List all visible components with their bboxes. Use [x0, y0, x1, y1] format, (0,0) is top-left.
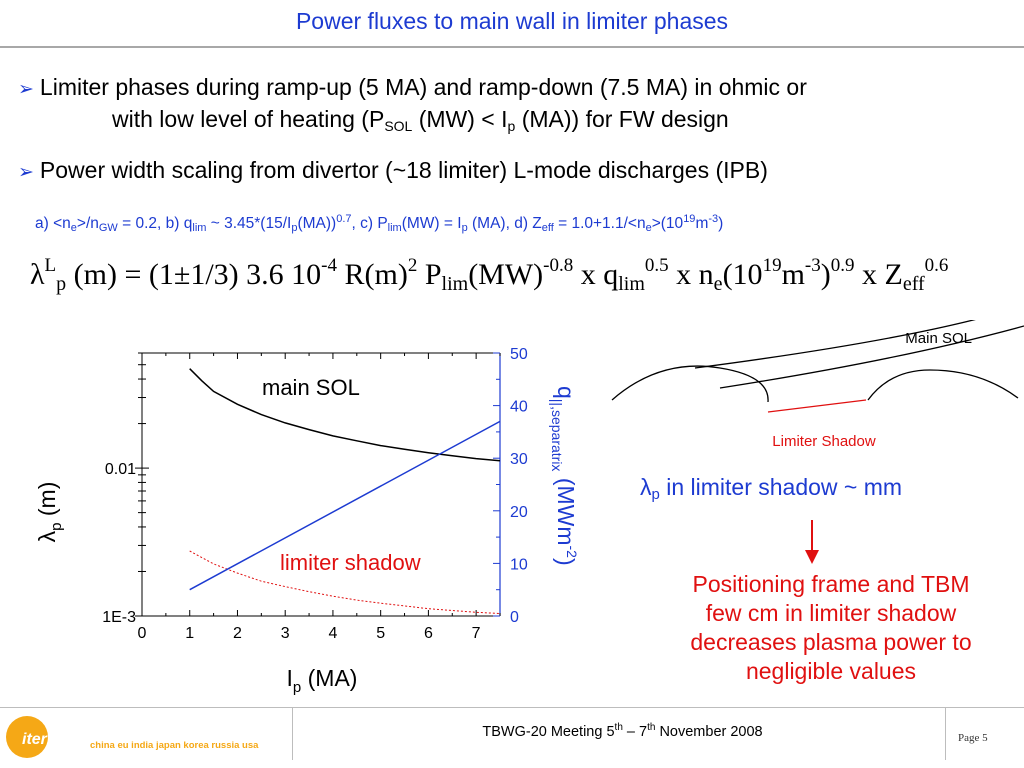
sol-line-upper [694, 320, 976, 369]
parameter-definitions: a) <ne>/nGW = 0.2, b) qlim ~ 3.45*(15/Ip… [35, 213, 724, 234]
title-divider [0, 46, 1024, 48]
series-line-2 [189, 420, 501, 591]
limiter-diagram: Main SOL Limiter Shadow [611, 320, 1024, 450]
bullet-1: ➢ Limiter phases during ramp-up (5 MA) an… [18, 72, 807, 105]
footer-separator [945, 708, 946, 760]
x-tick-label: 2 [233, 625, 242, 642]
logo-name: iter [22, 731, 47, 748]
y-left-tick-label: 0.01 [105, 461, 136, 478]
footer-divider [0, 707, 1024, 708]
y-right-axis-label: q||,separatrix (MWm-2) [549, 386, 580, 566]
iter-logo-icon [6, 716, 48, 758]
sol-line-lower [719, 325, 1024, 389]
main-sol-label: Main SOL [905, 330, 972, 347]
annotation-limiter-shadow: limiter shadow [280, 550, 421, 575]
page-number: Page 5 [958, 732, 988, 744]
logo-partners: china eu india japan korea russia usa [90, 740, 259, 751]
x-axis-label: Ip (MA) [287, 665, 358, 696]
limiter-left [611, 365, 769, 403]
lambda-note: λp in limiter shadow ~ mm [640, 474, 903, 503]
annotation-main-sol: main SOL [262, 375, 360, 400]
y-right-tick-label: 30 [510, 451, 528, 468]
footer-separator [292, 708, 293, 760]
slide-title: Power fluxes to main wall in limiter pha… [295, 8, 729, 34]
series-line-1 [189, 550, 501, 614]
down-arrow-icon [805, 520, 819, 564]
limiter-shadow-line [767, 399, 867, 413]
x-tick-label: 4 [328, 625, 337, 642]
arrow-bullet-icon: ➢ [18, 162, 34, 183]
arrow-bullet-icon: ➢ [18, 79, 34, 100]
y-right-tick-label: 20 [510, 504, 528, 521]
bullet-2: ➢ Power width scaling from divertor (~18 … [18, 155, 768, 188]
series-line-0 [189, 368, 501, 462]
x-tick-label: 3 [281, 625, 290, 642]
x-tick-label: 5 [376, 625, 385, 642]
x-tick-label: 6 [424, 625, 433, 642]
lambda-chart: 0 1 2 3 4 5 6 7 1E-3 0.01 0 10 20 30 40 50 main SOL limit… [34, 346, 580, 696]
y-left-tick-label: 1E-3 [102, 609, 136, 626]
y-left-axis-label: λp (m) [34, 482, 65, 543]
bullet-2-text: Power width scaling from divertor (~18 l… [39, 157, 768, 183]
y-right-tick-label: 40 [510, 399, 528, 416]
x-tick-label: 1 [185, 625, 194, 642]
y-right-tick-label: 50 [510, 346, 528, 363]
x-tick-label: 0 [138, 625, 147, 642]
limiter-right [867, 369, 1019, 401]
bullet-1-line-1: Limiter phases during ramp-up (5 MA) and… [39, 74, 807, 100]
limiter-shadow-label: Limiter Shadow [772, 433, 876, 450]
scaling-formula: λLp (m) = (1±1/3) 3.6 10-4 R(m)2 Plim(MW… [30, 255, 949, 295]
y-right-tick-label: 0 [510, 609, 519, 626]
bullet-1-line-2: with low level of heating (PSOL (MW) < I… [112, 106, 729, 134]
x-tick-label: 7 [472, 625, 481, 642]
footer-meeting: TBWG-20 Meeting 5th – 7th November 2008 [482, 722, 763, 740]
conclusion-text: Positioning frame and TBM few cm in limi… [690, 571, 972, 684]
y-right-tick-label: 10 [510, 556, 528, 573]
